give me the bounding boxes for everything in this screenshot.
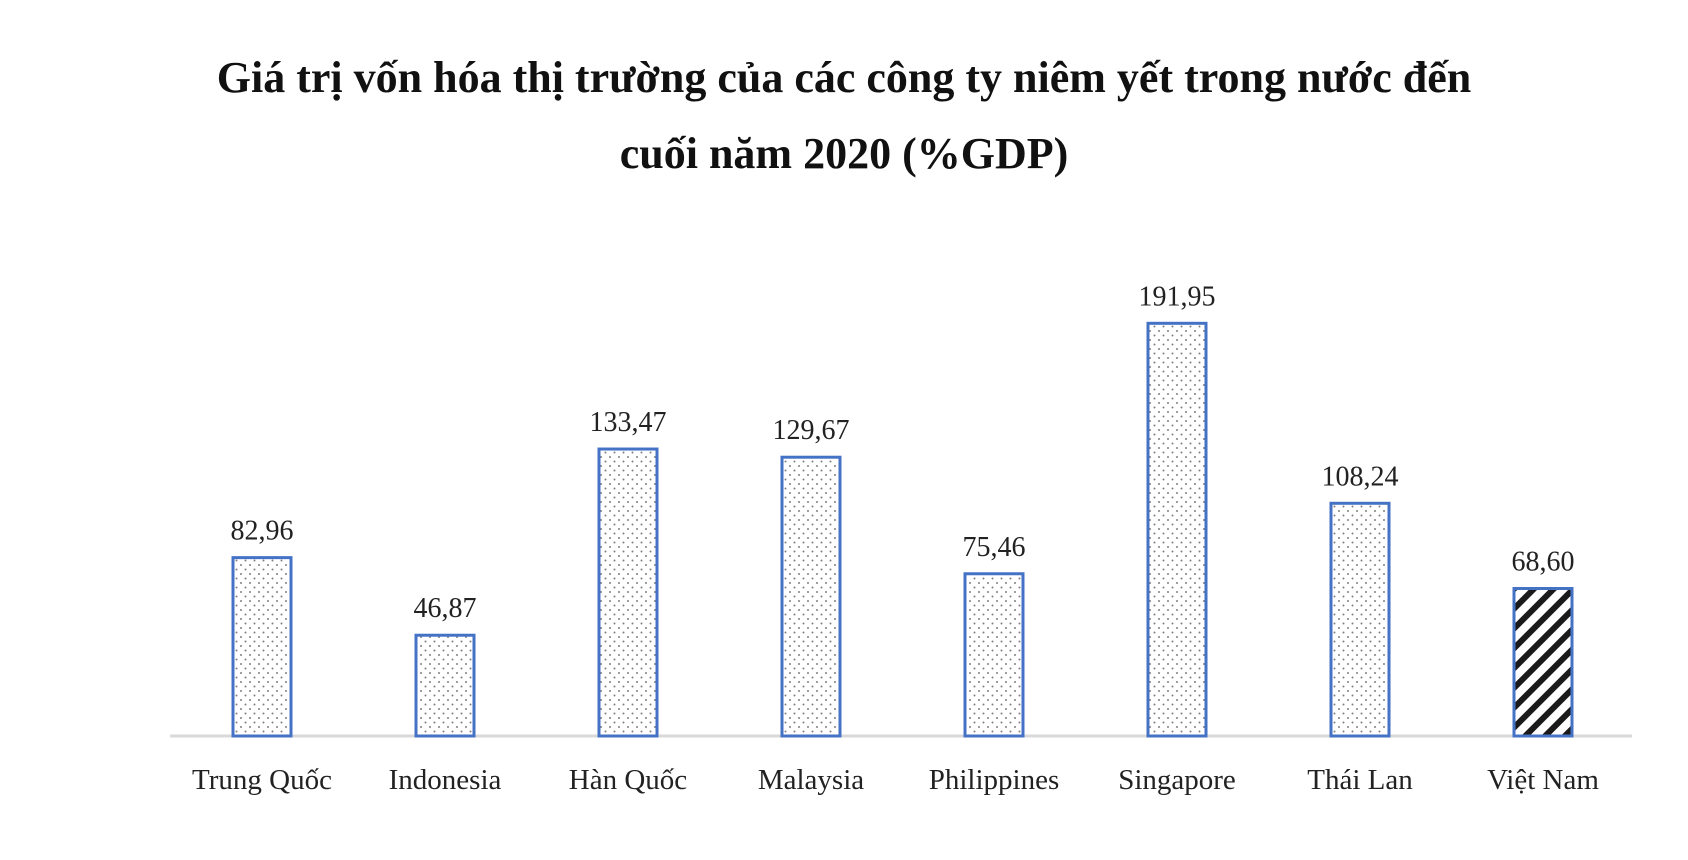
x-tick-label-han-quoc: Hàn Quốc bbox=[569, 764, 687, 796]
bar-viet-nam bbox=[1512, 587, 1574, 738]
bar-malaysia bbox=[780, 455, 842, 738]
value-label-han-quoc: 133,47 bbox=[590, 407, 667, 438]
value-label-indonesia: 46,87 bbox=[414, 593, 477, 624]
chart-title-line-1: Giá trị vốn hóa thị trường của các công … bbox=[216, 53, 1472, 102]
x-tick-label-singapore: Singapore bbox=[1118, 764, 1236, 796]
bar-thai-lan bbox=[1329, 501, 1391, 738]
bar-philippines bbox=[963, 572, 1025, 738]
value-label-malaysia: 129,67 bbox=[773, 415, 850, 446]
x-tick-label-viet-nam: Việt Nam bbox=[1487, 764, 1599, 796]
x-tick-label-indonesia: Indonesia bbox=[389, 764, 502, 796]
value-label-singapore: 191,95 bbox=[1139, 281, 1216, 312]
bar-trung-quoc bbox=[231, 556, 293, 738]
x-tick-labels: Trung Quốc Indonesia Hàn Quốc Malaysia Phili… bbox=[192, 764, 1599, 796]
bar-indonesia bbox=[414, 633, 476, 738]
value-label-viet-nam: 68,60 bbox=[1512, 547, 1575, 578]
x-tick-label-philippines: Philippines bbox=[929, 764, 1060, 796]
x-tick-label-malaysia: Malaysia bbox=[758, 764, 864, 796]
bar-singapore bbox=[1146, 321, 1208, 738]
value-labels-layer: 82,96 46,87 133,47 129,67 75,46 191,95 108,24 6… bbox=[231, 281, 1575, 624]
chart-title-line-2: cuối năm 2020 (%GDP) bbox=[619, 129, 1069, 178]
chart-title: Giá trị vốn hóa thị trường của các công … bbox=[0, 40, 1688, 192]
x-tick-label-thai-lan: Thái Lan bbox=[1307, 764, 1413, 796]
value-label-philippines: 75,46 bbox=[963, 532, 1026, 563]
bars-layer bbox=[231, 321, 1574, 738]
value-label-trung-quoc: 82,96 bbox=[231, 516, 294, 547]
bar-han-quoc bbox=[597, 447, 659, 738]
value-label-thai-lan: 108,24 bbox=[1322, 461, 1399, 492]
x-tick-label-trung-quoc: Trung Quốc bbox=[192, 764, 332, 796]
